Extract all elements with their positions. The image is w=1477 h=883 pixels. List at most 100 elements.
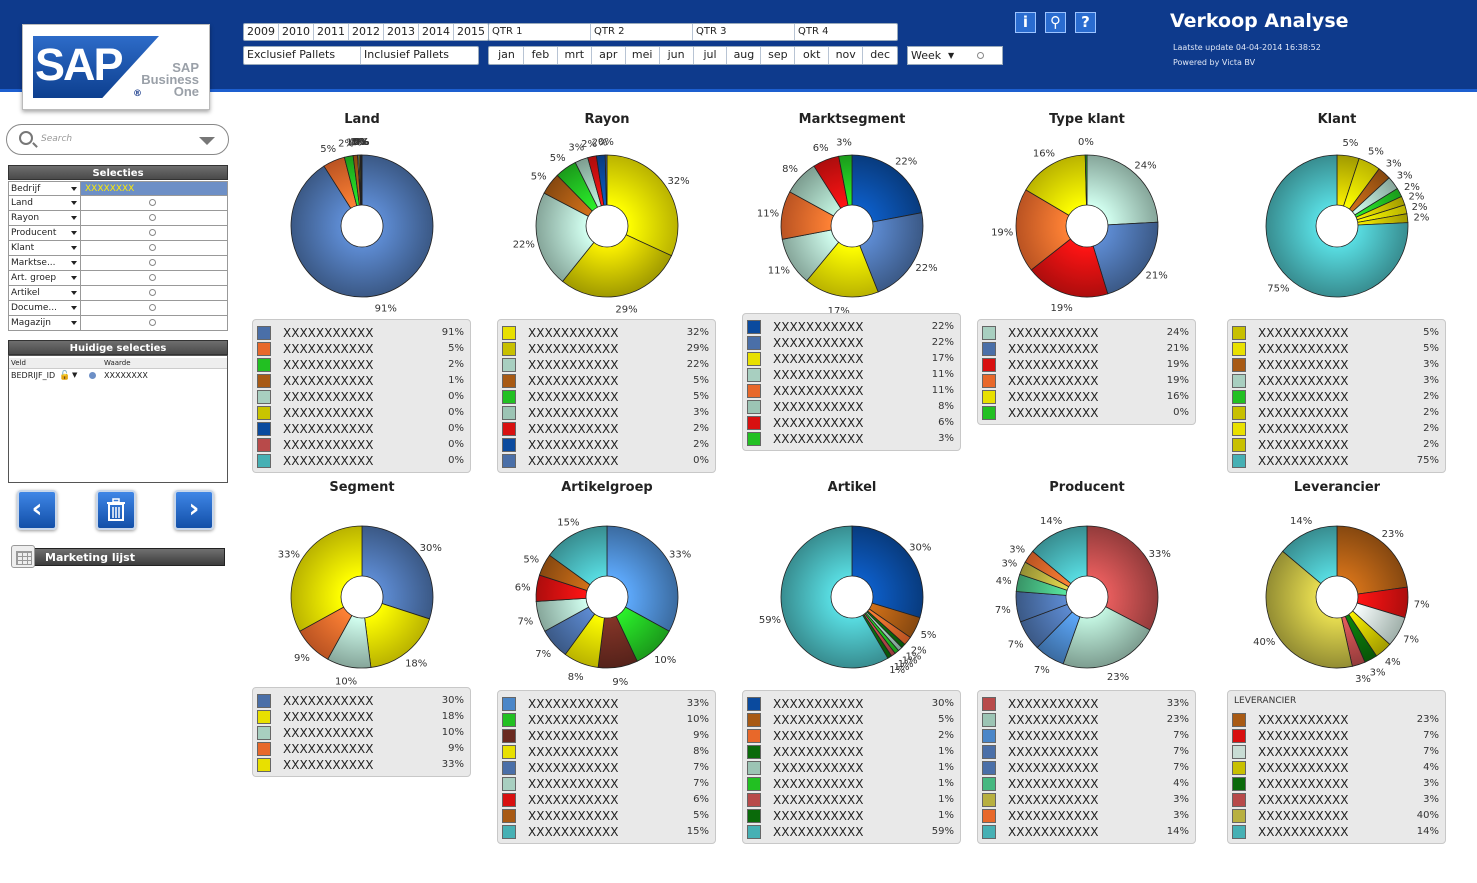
- legend-item[interactable]: XXXXXXXXXXX 19%: [982, 372, 1189, 388]
- selection-row[interactable]: Art. groep: [8, 271, 228, 286]
- legend-item[interactable]: XXXXXXXXXXX 0%: [502, 452, 709, 468]
- legend-item[interactable]: XXXXXXXXXXX 6%: [502, 791, 709, 807]
- marketing-list-button[interactable]: Marketing lijst: [6, 545, 225, 567]
- year-button-1[interactable]: 2010: [279, 24, 314, 40]
- legend-item[interactable]: XXXXXXXXXXX 22%: [747, 334, 954, 350]
- legend-item[interactable]: XXXXXXXXXXX 8%: [747, 398, 954, 414]
- legend-item[interactable]: XXXXXXXXXXX 59%: [747, 823, 954, 839]
- legend-item[interactable]: XXXXXXXXXXX 17%: [747, 350, 954, 366]
- selection-value[interactable]: [81, 241, 227, 255]
- quarter-button-3[interactable]: QTR 4: [795, 24, 897, 40]
- pie-chart-artikelgroep[interactable]: Artikelgroep 33% 10% 9% 8% 7% 7% 6% 5% 15%: [487, 480, 727, 680]
- legend-item[interactable]: XXXXXXXXXXX 1%: [747, 807, 954, 823]
- legend-item[interactable]: XXXXXXXXXXX 2%: [1232, 388, 1439, 404]
- month-button-3[interactable]: apr: [592, 47, 626, 64]
- legend-item[interactable]: XXXXXXXXXXX 0%: [257, 452, 464, 468]
- week-selector[interactable]: Week ▼: [907, 46, 1003, 65]
- legend-item[interactable]: XXXXXXXXXXX 33%: [502, 695, 709, 711]
- legend-item[interactable]: XXXXXXXXXXX 3%: [1232, 356, 1439, 372]
- legend-item[interactable]: XXXXXXXXXXX 7%: [982, 759, 1189, 775]
- legend-item[interactable]: XXXXXXXXXXX 6%: [747, 414, 954, 430]
- selection-value[interactable]: [81, 256, 227, 270]
- pie-chart-land[interactable]: Land 91% 5% 2% 1% 0% 0% 0% 0% 0%: [242, 112, 482, 312]
- year-button-5[interactable]: 2014: [419, 24, 454, 40]
- quarter-button-0[interactable]: QTR 1: [489, 24, 591, 40]
- pallet-button-1[interactable]: Inclusief Pallets: [361, 47, 478, 64]
- clear-selections-button[interactable]: [96, 490, 136, 530]
- pie-chart-marktsegment[interactable]: Marktsegment 22% 22% 17% 11% 11% 8% 6% 3%: [732, 112, 972, 312]
- legend-item[interactable]: XXXXXXXXXXX 8%: [502, 743, 709, 759]
- legend-item[interactable]: XXXXXXXXXXX 9%: [257, 740, 464, 756]
- month-button-11[interactable]: dec: [863, 47, 897, 64]
- selection-value[interactable]: [81, 301, 227, 315]
- legend-item[interactable]: XXXXXXXXXXX 5%: [1232, 340, 1439, 356]
- year-button-6[interactable]: 2015: [454, 24, 488, 40]
- legend-item[interactable]: XXXXXXXXXXX 5%: [502, 807, 709, 823]
- legend-item[interactable]: XXXXXXXXXXX 0%: [257, 404, 464, 420]
- legend-item[interactable]: XXXXXXXXXXX 2%: [1232, 436, 1439, 452]
- pie-chart-leverancier[interactable]: Leverancier 23% 7% 7% 4% 3% 3% 40% 14%: [1217, 480, 1457, 680]
- forward-button[interactable]: ›: [174, 490, 214, 530]
- help-icon[interactable]: ?: [1075, 12, 1096, 33]
- lock-icon[interactable]: 🔓: [59, 371, 70, 381]
- legend-item[interactable]: XXXXXXXXXXX 7%: [982, 743, 1189, 759]
- back-button[interactable]: ‹: [17, 490, 57, 530]
- legend-item[interactable]: XXXXXXXXXXX 5%: [1232, 324, 1439, 340]
- legend-item[interactable]: XXXXXXXXXXX 23%: [982, 711, 1189, 727]
- legend-item[interactable]: XXXXXXXXXXX 40%: [1232, 807, 1439, 823]
- legend-item[interactable]: XXXXXXXXXXX 22%: [747, 318, 954, 334]
- selection-value[interactable]: [81, 271, 227, 285]
- legend-item[interactable]: XXXXXXXXXXX 2%: [1232, 420, 1439, 436]
- legend-item[interactable]: XXXXXXXXXXX 1%: [747, 743, 954, 759]
- month-button-8[interactable]: sep: [761, 47, 795, 64]
- legend-item[interactable]: XXXXXXXXXXX 3%: [982, 791, 1189, 807]
- pallet-button-0[interactable]: Exclusief Pallets: [244, 47, 361, 64]
- legend-item[interactable]: XXXXXXXXXXX 3%: [1232, 791, 1439, 807]
- pie-chart-typeklant[interactable]: Type klant 24% 21% 19% 19% 16% 0%: [967, 112, 1207, 312]
- selection-row[interactable]: Bedrijf XXXXXXXX: [8, 181, 228, 196]
- legend-item[interactable]: XXXXXXXXXXX 18%: [257, 708, 464, 724]
- month-button-9[interactable]: okt: [795, 47, 829, 64]
- legend-item[interactable]: XXXXXXXXXXX 3%: [1232, 775, 1439, 791]
- selection-row[interactable]: Docume...: [8, 301, 228, 316]
- legend-item[interactable]: XXXXXXXXXXX 3%: [982, 807, 1189, 823]
- legend-item[interactable]: XXXXXXXXXXX 14%: [1232, 823, 1439, 839]
- legend-item[interactable]: XXXXXXXXXXX 30%: [257, 692, 464, 708]
- legend-item[interactable]: XXXXXXXXXXX 3%: [1232, 372, 1439, 388]
- selection-row[interactable]: Rayon: [8, 211, 228, 226]
- legend-item[interactable]: XXXXXXXXXXX 9%: [502, 727, 709, 743]
- legend-item[interactable]: XXXXXXXXXXX 2%: [1232, 404, 1439, 420]
- month-button-1[interactable]: feb: [524, 47, 558, 64]
- legend-item[interactable]: XXXXXXXXXXX 7%: [502, 775, 709, 791]
- chevron-down-icon[interactable]: [199, 137, 215, 145]
- legend-item[interactable]: XXXXXXXXXXX 0%: [982, 404, 1189, 420]
- legend-item[interactable]: XXXXXXXXXXX 30%: [747, 695, 954, 711]
- legend-item[interactable]: XXXXXXXXXXX 14%: [982, 823, 1189, 839]
- legend-item[interactable]: XXXXXXXXXXX 29%: [502, 340, 709, 356]
- selection-value[interactable]: [81, 316, 227, 330]
- quarter-button-2[interactable]: QTR 3: [693, 24, 795, 40]
- month-button-0[interactable]: jan: [490, 47, 524, 64]
- legend-item[interactable]: XXXXXXXXXXX 1%: [257, 372, 464, 388]
- legend-item[interactable]: XXXXXXXXXXX 3%: [747, 430, 954, 446]
- pie-chart-rayon[interactable]: Rayon 32% 29% 22% 5% 5% 3% 2% 2% 0%: [487, 112, 727, 312]
- legend-item[interactable]: XXXXXXXXXXX 3%: [502, 404, 709, 420]
- legend-item[interactable]: XXXXXXXXXXX 10%: [257, 724, 464, 740]
- legend-item[interactable]: XXXXXXXXXXX 19%: [982, 356, 1189, 372]
- legend-item[interactable]: XXXXXXXXXXX 2%: [257, 356, 464, 372]
- chevron-down-icon[interactable]: ▼: [72, 371, 77, 379]
- year-button-2[interactable]: 2011: [314, 24, 349, 40]
- legend-item[interactable]: XXXXXXXXXXX 2%: [502, 420, 709, 436]
- month-button-4[interactable]: mei: [626, 47, 660, 64]
- legend-item[interactable]: XXXXXXXXXXX 1%: [747, 759, 954, 775]
- selection-row[interactable]: Producent: [8, 226, 228, 241]
- info-icon[interactable]: i: [1015, 12, 1036, 33]
- legend-item[interactable]: XXXXXXXXXXX 4%: [982, 775, 1189, 791]
- pie-chart-segment[interactable]: Segment 30% 18% 10% 9% 33%: [242, 480, 482, 680]
- legend-item[interactable]: XXXXXXXXXXX 7%: [982, 727, 1189, 743]
- legend-item[interactable]: XXXXXXXXXXX 33%: [257, 756, 464, 772]
- legend-item[interactable]: XXXXXXXXXXX 7%: [1232, 743, 1439, 759]
- legend-item[interactable]: XXXXXXXXXXX 0%: [257, 436, 464, 452]
- legend-item[interactable]: XXXXXXXXXXX 4%: [1232, 759, 1439, 775]
- legend-item[interactable]: XXXXXXXXXXX 11%: [747, 382, 954, 398]
